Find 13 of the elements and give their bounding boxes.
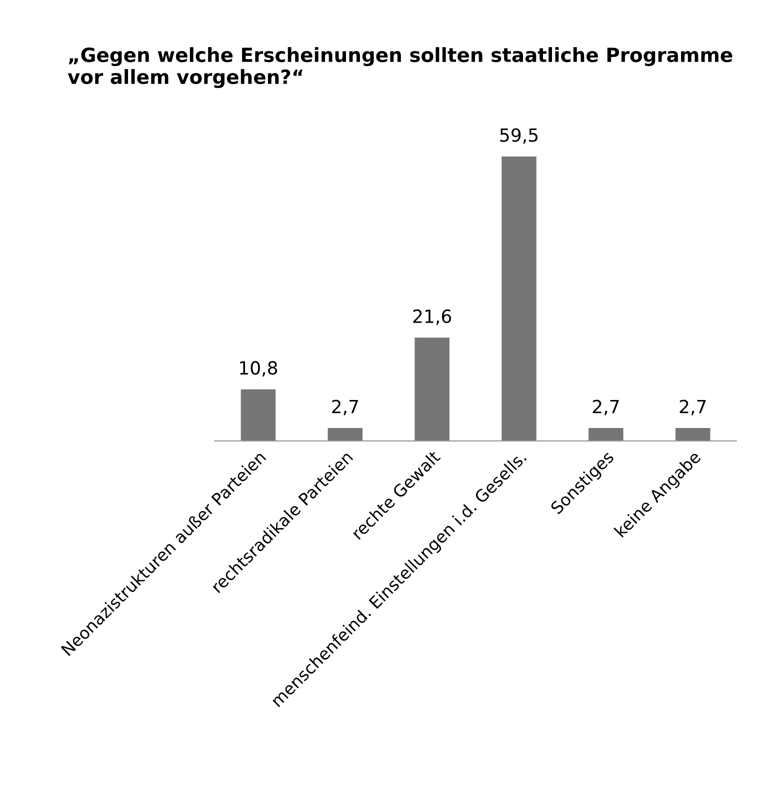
data-label: 10,8	[240, 361, 278, 377]
chart-title: „Gegen welche Erscheinungen sollten staatliche Programme vor allem vorgehen?“	[68, 47, 732, 88]
data-label: 2,7	[332, 400, 358, 416]
bar	[240, 389, 276, 441]
bar	[414, 338, 450, 441]
data-label: 2,7	[592, 400, 619, 416]
bar	[502, 156, 536, 441]
bar	[588, 428, 624, 441]
bar	[675, 428, 710, 441]
bar	[328, 428, 363, 441]
data-label: 2,7	[680, 400, 706, 416]
data-label: 59,5	[500, 128, 538, 144]
data-label: 21,6	[413, 309, 452, 325]
